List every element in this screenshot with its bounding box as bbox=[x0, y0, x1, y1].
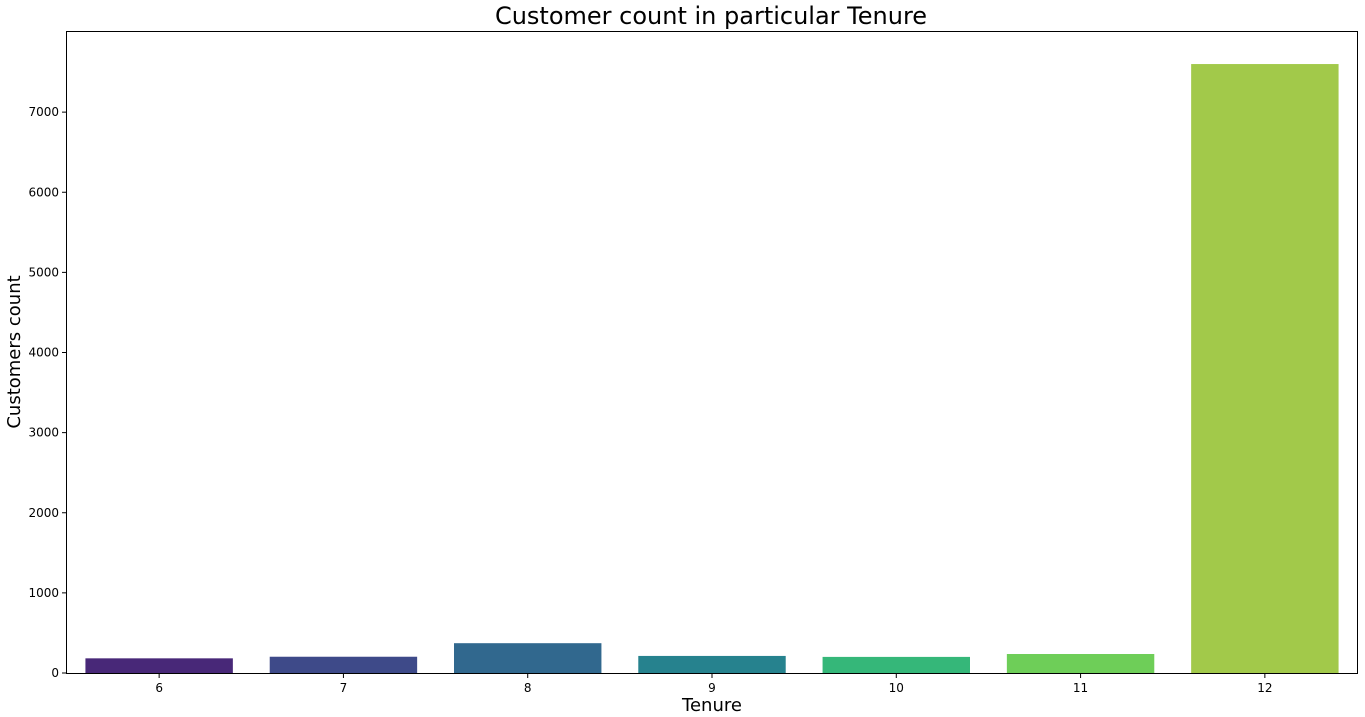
x-tick-label: 10 bbox=[889, 681, 904, 695]
bar-9 bbox=[638, 655, 786, 673]
bars-group bbox=[85, 64, 1339, 674]
plot-frame bbox=[66, 31, 1358, 674]
x-tick-label: 11 bbox=[1073, 681, 1088, 695]
x-axis-ticks: 6 7 8 9 10 11 12 bbox=[155, 673, 1272, 695]
chart-title: Customer count in particular Tenure bbox=[495, 2, 927, 30]
bar-7 bbox=[269, 656, 418, 673]
y-tick-label: 3000 bbox=[28, 426, 59, 440]
bar-8 bbox=[454, 643, 602, 673]
x-tick-label: 12 bbox=[1257, 681, 1272, 695]
x-tick-label: 8 bbox=[524, 681, 532, 695]
bar-11 bbox=[1006, 654, 1155, 673]
x-tick-label: 9 bbox=[708, 681, 716, 695]
x-tick-label: 6 bbox=[155, 681, 163, 695]
y-axis-label: Customers count bbox=[4, 275, 25, 428]
y-tick-label: 2000 bbox=[28, 506, 59, 520]
y-tick-label: 7000 bbox=[28, 105, 59, 119]
bar-6 bbox=[85, 658, 233, 673]
y-tick-label: 4000 bbox=[28, 346, 59, 360]
bar-12 bbox=[1191, 64, 1339, 674]
y-tick-label: 5000 bbox=[28, 265, 59, 279]
bar-10 bbox=[822, 656, 970, 673]
y-tick-label: 0 bbox=[51, 666, 59, 680]
x-tick-label: 7 bbox=[340, 681, 348, 695]
x-axis-label: Tenure bbox=[681, 695, 742, 716]
y-tick-label: 6000 bbox=[28, 185, 59, 199]
y-axis-ticks: 0 1000 2000 3000 4000 5000 6000 7000 bbox=[28, 105, 67, 680]
y-tick-label: 1000 bbox=[28, 586, 59, 600]
